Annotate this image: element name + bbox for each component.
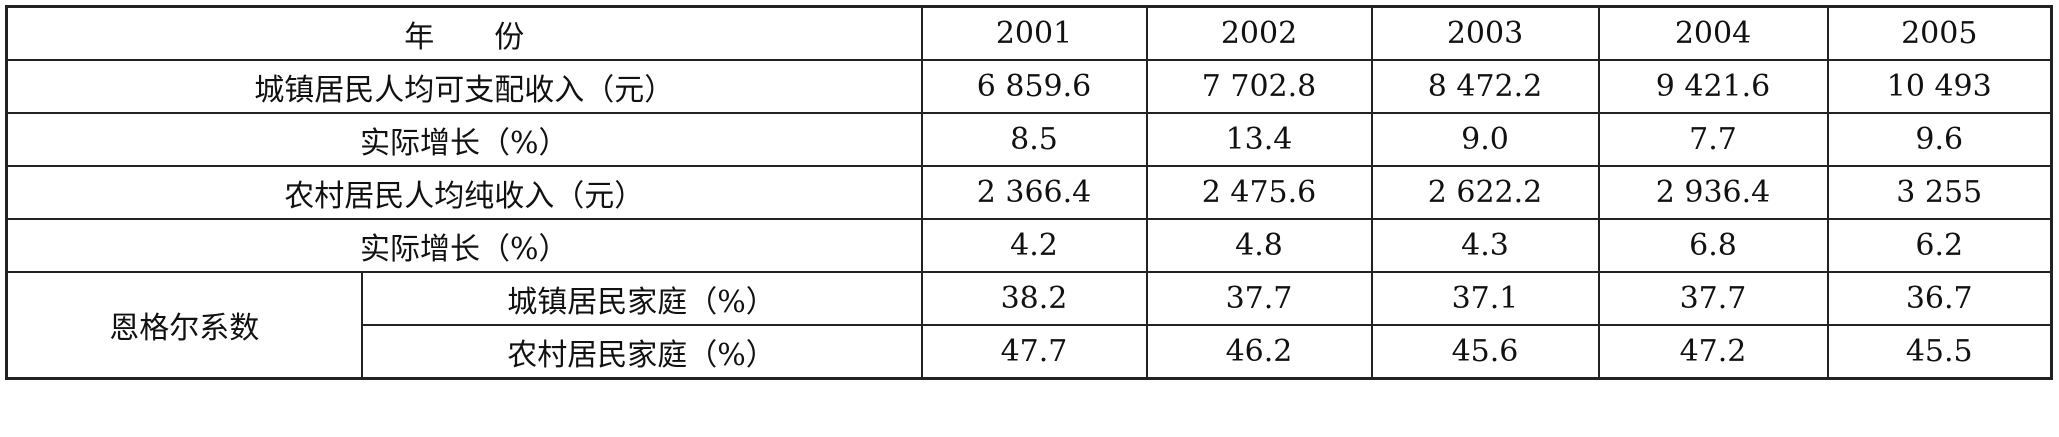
year-header: 2003 — [1370, 5, 1600, 61]
value-cell: 4.3 — [1370, 218, 1600, 273]
header-label: 年 份 — [5, 5, 923, 61]
value-cell: 36.7 — [1826, 271, 2053, 326]
table-row: 农村居民家庭（%） 47.7 46.2 45.6 47.2 45.5 — [7, 324, 2053, 380]
table-row: 实际增长（%） 8.5 13.4 9.0 7.7 9.6 — [5, 112, 2053, 167]
value-cell: 7 702.8 — [1145, 59, 1373, 114]
value-cell: 38.2 — [920, 271, 1148, 326]
value-cell: 4.8 — [1145, 218, 1373, 273]
page: 年 份 2001 2002 2003 2004 2005 城镇居民人均可支配收入（元） 6 8… — [5, 5, 2053, 380]
year-header: 2002 — [1145, 5, 1373, 61]
value-cell: 2 475.6 — [1145, 165, 1373, 220]
value-cell: 8.5 — [920, 112, 1148, 167]
value-cell: 4.2 — [920, 218, 1148, 273]
data-table: 年 份 2001 2002 2003 2004 2005 城镇居民人均可支配收入（元） 6 8… — [5, 5, 2053, 380]
value-cell: 47.7 — [920, 324, 1148, 380]
row-label: 城镇居民家庭（%） — [360, 271, 923, 326]
value-cell: 8 472.2 — [1370, 59, 1600, 114]
value-cell: 6 859.6 — [920, 59, 1148, 114]
value-cell: 2 366.4 — [920, 165, 1148, 220]
table-body: 年 份 2001 2002 2003 2004 2005 城镇居民人均可支配收入（元） 6 8… — [5, 5, 2053, 380]
year-header: 2004 — [1597, 5, 1829, 61]
value-cell: 37.7 — [1597, 271, 1829, 326]
year-header: 2001 — [920, 5, 1148, 61]
value-cell: 47.2 — [1597, 324, 1829, 380]
group-label: 恩格尔系数 — [5, 271, 363, 380]
table-row: 农村居民人均纯收入（元） 2 366.4 2 475.6 2 622.2 2 936.4… — [5, 165, 2053, 220]
value-cell: 45.6 — [1370, 324, 1600, 380]
table-row: 年 份 2001 2002 2003 2004 2005 — [5, 5, 2053, 61]
value-cell: 9.6 — [1826, 112, 2053, 167]
row-label: 实际增长（%） — [5, 112, 923, 167]
value-cell: 46.2 — [1145, 324, 1373, 380]
row-label: 农村居民人均纯收入（元） — [5, 165, 923, 220]
value-cell: 3 255 — [1826, 165, 2053, 220]
value-cell: 6.2 — [1826, 218, 2053, 273]
row-label: 城镇居民人均可支配收入（元） — [5, 59, 923, 114]
value-cell: 37.7 — [1145, 271, 1373, 326]
value-cell: 10 493 — [1826, 59, 2053, 114]
table-row: 城镇居民人均可支配收入（元） 6 859.6 7 702.8 8 472.2 9 421… — [5, 59, 2053, 114]
value-cell: 13.4 — [1145, 112, 1373, 167]
table-row: 恩格尔系数 城镇居民家庭（%） 38.2 37.7 37.1 37.7 36.7 — [5, 271, 2053, 380]
value-cell: 9 421.6 — [1597, 59, 1829, 114]
value-cell: 9.0 — [1370, 112, 1600, 167]
year-header: 2005 — [1826, 5, 2053, 61]
value-cell: 2 622.2 — [1370, 165, 1600, 220]
value-cell: 7.7 — [1597, 112, 1829, 167]
value-cell: 6.8 — [1597, 218, 1829, 273]
value-cell: 45.5 — [1826, 324, 2053, 380]
row-label: 实际增长（%） — [5, 218, 923, 273]
row-label: 农村居民家庭（%） — [360, 324, 923, 380]
value-cell: 2 936.4 — [1597, 165, 1829, 220]
value-cell: 37.1 — [1370, 271, 1600, 326]
table-row: 实际增长（%） 4.2 4.8 4.3 6.8 6.2 — [5, 218, 2053, 273]
